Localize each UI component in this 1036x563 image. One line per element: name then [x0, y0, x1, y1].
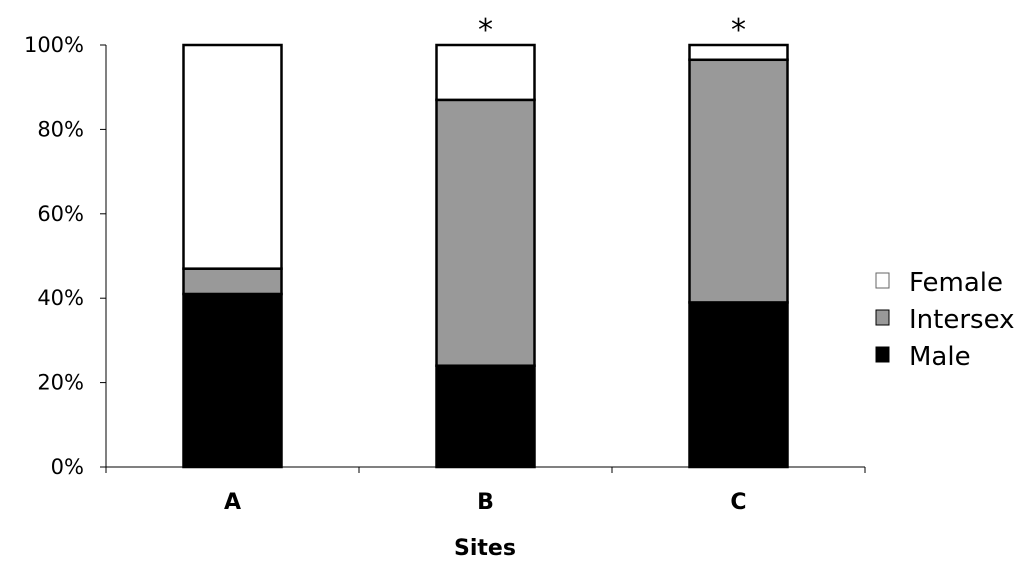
- annotations: * *: [478, 13, 746, 48]
- significance-marker: *: [478, 13, 493, 48]
- bar-segment-male-c: [688, 301, 789, 469]
- significance-marker: *: [731, 13, 746, 48]
- bar-segment-male-a: [182, 292, 283, 469]
- y-axis: 0% 20% 40% 60% 80% 100%: [24, 33, 107, 479]
- bar-segment-female-c: [688, 43, 789, 62]
- legend-label-intersex: Intersex: [909, 305, 1015, 335]
- y-tick-label: 60%: [37, 202, 84, 226]
- x-category-label: A: [224, 490, 241, 515]
- legend-swatch-female: [875, 272, 890, 289]
- x-category-label: B: [477, 490, 494, 515]
- x-category-label: C: [730, 490, 746, 515]
- x-axis: A B C: [105, 466, 866, 515]
- legend-label-female: Female: [909, 268, 1003, 298]
- bar-segment-male-b: [435, 364, 536, 469]
- y-tick-label: 100%: [24, 33, 84, 57]
- bar-segment-female-b: [435, 43, 536, 102]
- y-tick-label: 0%: [51, 455, 84, 479]
- legend-label-male: Male: [909, 342, 971, 372]
- bar-segment-intersex-c: [688, 58, 789, 304]
- x-axis-title: Sites: [454, 536, 516, 561]
- y-tick-label: 20%: [37, 371, 84, 395]
- plot-area: [182, 43, 789, 469]
- bar-segment-intersex-a: [182, 267, 283, 296]
- bar-segment-intersex-b: [435, 98, 536, 367]
- legend-swatch-intersex: [875, 309, 890, 326]
- legend: Female Intersex Male: [875, 268, 1015, 372]
- y-tick-label: 80%: [37, 117, 84, 141]
- bar-segment-female-a: [182, 43, 283, 270]
- y-tick-label: 40%: [37, 286, 84, 310]
- legend-swatch-male: [875, 346, 890, 363]
